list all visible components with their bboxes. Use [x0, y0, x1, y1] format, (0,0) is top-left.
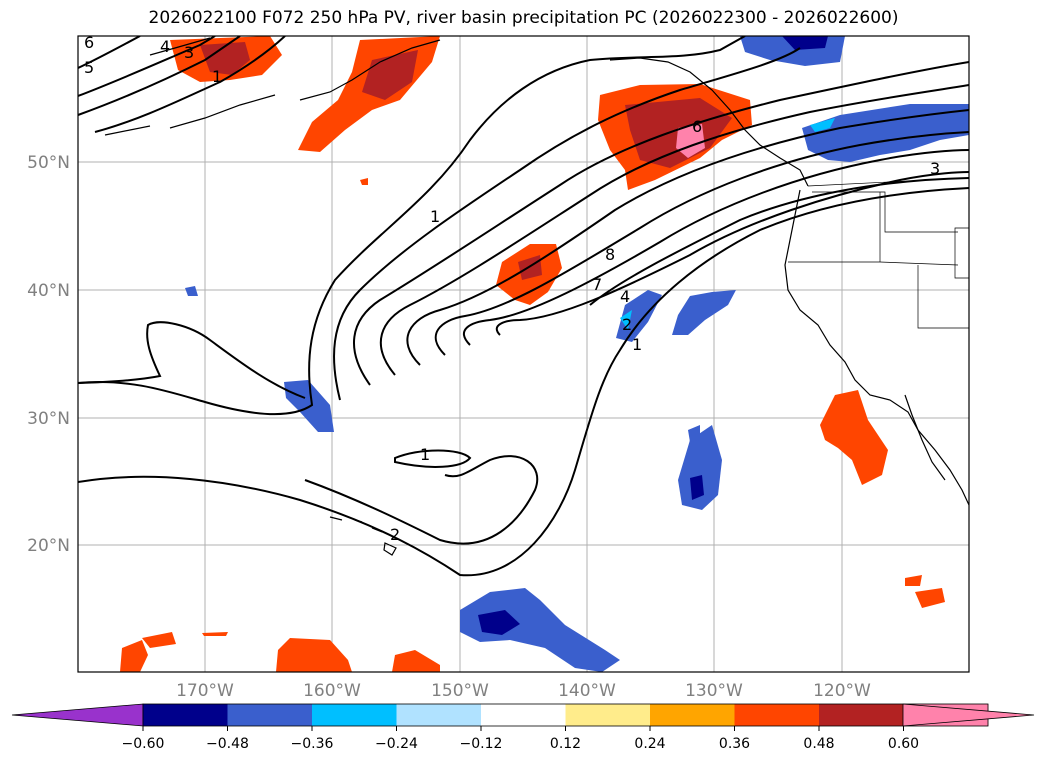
positive-blob-small-south — [202, 632, 228, 636]
contour-south-1 — [78, 187, 969, 577]
contour-label: 7 — [592, 275, 602, 294]
negative-blob-south-core — [478, 610, 520, 635]
contour-west-2 — [78, 36, 241, 116]
contour-label: 8 — [605, 245, 615, 264]
contour-3 — [353, 61, 969, 386]
colorbar-left-extension — [11, 703, 144, 727]
colorbar-tick-label: −0.48 — [206, 736, 249, 752]
positive-anomaly-areas — [120, 36, 945, 672]
positive-blob-south-3 — [276, 638, 352, 672]
latitude-label: 50°N — [27, 153, 70, 173]
contour-label: 2 — [390, 525, 400, 544]
contour-inner-east — [589, 177, 969, 306]
positive-blob-south-2 — [142, 632, 176, 648]
contour-7 — [462, 149, 969, 346]
contour-label: 1 — [420, 445, 430, 464]
negative-blob-small-west — [185, 286, 198, 296]
map-frame — [77, 35, 970, 673]
colorbar-tick-label: 0.48 — [803, 736, 834, 752]
alaska-coast — [104, 37, 441, 136]
contour-8 — [495, 171, 969, 336]
longitude-label: 160°W — [303, 681, 361, 701]
colorbar-segment — [481, 704, 566, 726]
contour-west-1 — [78, 36, 216, 97]
colorbar-tick-label: 0.60 — [888, 736, 919, 752]
longitude-label: 170°W — [176, 681, 234, 701]
colorbar-segment — [819, 704, 904, 726]
negative-blob-north-center-core — [782, 36, 828, 50]
colorbar-segment — [396, 704, 482, 726]
negative-blob-pacific-northwest-edge — [810, 118, 835, 132]
colorbar: −0.60 −0.48 −0.36 −0.24 −0.12 0.12 0.24 0.36 0.4… — [11, 703, 1035, 752]
contour-south-2 — [304, 455, 539, 545]
contour-6 — [434, 131, 969, 356]
negative-blob-central-small — [688, 425, 700, 442]
contour-1-outer — [78, 36, 746, 416]
colorbar-tick-label: 0.36 — [719, 736, 750, 752]
contour-1-small — [394, 449, 472, 468]
contour-label: 5 — [84, 58, 94, 77]
positive-blob-aleutians-west-core — [200, 42, 250, 75]
contour-west-4 — [94, 36, 286, 133]
colorbar-segment — [650, 704, 735, 726]
contour-label: 6 — [692, 117, 702, 136]
colorbar-tick-label: −0.36 — [291, 736, 334, 752]
contour-label: 4 — [620, 287, 630, 306]
longitude-axis: 170°W 160°W 150°W 140°W 130°W 120°W — [176, 681, 871, 701]
colorbar-segment — [227, 704, 313, 726]
latitude-label: 20°N — [27, 536, 70, 556]
colorbar-tick-label: −0.24 — [375, 736, 418, 752]
contour-label: 2 — [622, 315, 632, 334]
colorbar-segment — [565, 704, 651, 726]
contour-2 — [333, 47, 801, 401]
contour-west-far — [78, 321, 306, 399]
latitude-label: 30°N — [27, 409, 70, 429]
contour-label: 6 — [84, 33, 94, 52]
latitude-axis: 50°N 40°N 30°N 20°N — [27, 153, 70, 556]
contour-label: 1 — [212, 67, 222, 86]
us-west-coast — [784, 189, 969, 506]
latitude-label: 40°N — [27, 281, 70, 301]
longitude-label: 130°W — [685, 681, 743, 701]
negative-blob-offshore-2 — [672, 290, 736, 335]
contour-west-3 — [78, 36, 141, 69]
pv-contours — [78, 36, 969, 577]
negative-blob-south — [460, 588, 620, 672]
contour-label: 1 — [632, 335, 642, 354]
negative-blob-offshore-1-edge — [620, 310, 632, 330]
positive-blob-baja — [820, 390, 888, 485]
contour-4 — [379, 84, 969, 376]
contour-label: 3 — [184, 43, 194, 62]
colorbar-segment — [143, 704, 228, 726]
contour-labels: 6 5 4 3 1 1 8 7 4 2 1 6 3 1 2 — [84, 33, 940, 544]
contour-label: 1 — [430, 207, 440, 226]
colorbar-tick-label: −0.60 — [122, 736, 165, 752]
colorbar-segment — [312, 704, 397, 726]
longitude-label: 140°W — [558, 681, 616, 701]
longitude-label: 150°W — [431, 681, 489, 701]
colorbar-tick-label: −0.12 — [460, 736, 503, 752]
contour-5 — [406, 109, 969, 366]
colorbar-right-extension — [902, 703, 1035, 727]
colorbar-segment — [734, 704, 820, 726]
contour-label: 4 — [160, 37, 170, 56]
positive-blob-south-4 — [392, 650, 440, 672]
contour-label: 3 — [930, 159, 940, 178]
map-title: 2026022100 F072 250 hPa PV, river basin … — [148, 8, 899, 28]
baja-peninsula — [904, 394, 946, 481]
positive-blob-small-east-1 — [905, 575, 922, 586]
negative-blob-central — [678, 425, 722, 510]
positive-blob-alaska-core — [362, 50, 418, 100]
positive-blob-small-east-2 — [915, 588, 945, 608]
colorbar-tick-label: 0.12 — [550, 736, 581, 752]
negative-anomaly-areas — [185, 36, 969, 672]
positive-blob-south-1 — [120, 640, 148, 672]
negative-blob-central-core — [690, 475, 704, 500]
positive-blob-small-north — [360, 178, 368, 185]
colorbar-tick-label: 0.24 — [634, 736, 665, 752]
longitude-label: 120°W — [813, 681, 871, 701]
